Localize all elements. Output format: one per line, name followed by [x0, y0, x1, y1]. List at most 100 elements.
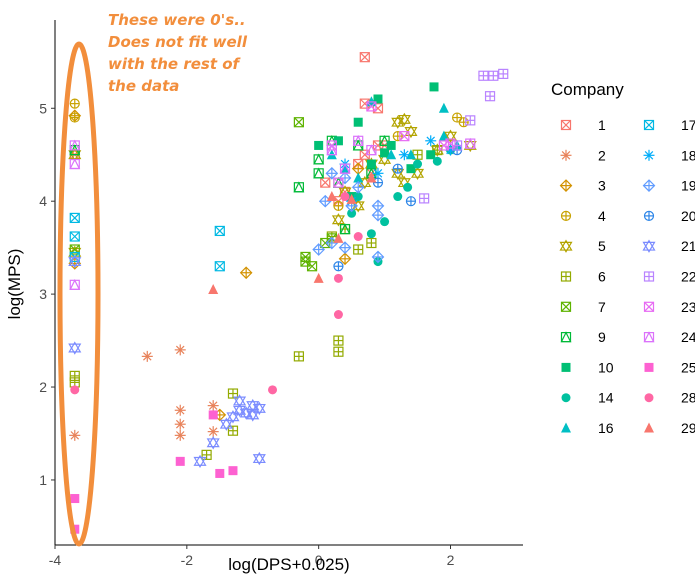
data-point [371, 208, 385, 222]
legend-label: 17 [681, 117, 695, 133]
data-point [208, 283, 219, 294]
data-point [333, 261, 344, 272]
legend-label: 25 [681, 359, 695, 375]
data-point [268, 385, 278, 395]
data-point [386, 140, 396, 150]
data-point [174, 404, 186, 416]
data-point [69, 278, 81, 290]
data-point [333, 346, 344, 357]
x-tick-label: 2 [447, 552, 455, 568]
y-tick-label: 4 [39, 193, 47, 209]
data-point [366, 172, 377, 183]
data-point [366, 159, 376, 169]
legend-marker [560, 149, 572, 161]
legend-marker [643, 331, 655, 343]
data-point [351, 180, 365, 194]
legend-item-14: 14 [561, 390, 614, 406]
data-point [175, 456, 185, 466]
legend-item-2: 2 [560, 147, 606, 163]
data-point [208, 410, 218, 420]
annotation: These were 0's.. Does not fit well with … [57, 11, 248, 547]
data-point [347, 208, 357, 218]
series-21 [68, 254, 266, 469]
legend-item-29: 29 [644, 420, 695, 436]
legend-marker [644, 362, 654, 372]
data-point [141, 350, 153, 362]
legend-marker [642, 179, 656, 192]
data-point [403, 182, 413, 192]
data-point [333, 273, 343, 283]
legend-marker [560, 301, 572, 312]
legend-label: 19 [681, 178, 695, 194]
data-point [498, 68, 509, 79]
series-5 [68, 112, 477, 259]
data-point [313, 167, 325, 179]
data-point [214, 261, 225, 272]
data-point [227, 425, 239, 436]
annotation-line-2: Does not fit well [108, 33, 248, 51]
data-point [365, 144, 377, 156]
data-point [293, 117, 304, 128]
data-point [313, 272, 324, 283]
data-point [68, 254, 82, 269]
y-tick-label: 3 [39, 286, 47, 302]
plot-area [68, 52, 509, 534]
annotation-ellipse [57, 41, 101, 547]
legend-item-5: 5 [559, 238, 606, 254]
legend-marker [643, 149, 655, 161]
data-point [405, 196, 417, 207]
data-point [69, 112, 80, 123]
data-point [366, 229, 376, 239]
data-point [488, 70, 499, 81]
data-point [366, 237, 377, 249]
legend-label: 16 [598, 420, 614, 436]
data-point [69, 231, 80, 242]
data-point [353, 244, 364, 255]
y-tick-label: 1 [39, 472, 47, 488]
data-point [445, 138, 456, 149]
data-point [465, 115, 476, 126]
series-29 [208, 172, 377, 294]
data-point [233, 403, 247, 417]
legend-label: 6 [598, 269, 606, 285]
legend-item-1: 1 [560, 117, 606, 133]
data-point [239, 266, 253, 280]
legend-marker [643, 210, 655, 221]
legend-label: 10 [598, 359, 614, 375]
axes [54, 20, 523, 546]
legend-marker [560, 210, 572, 221]
data-point [246, 408, 260, 422]
data-point [425, 135, 437, 147]
legend-label: 4 [598, 208, 606, 224]
data-point [353, 192, 363, 202]
annotation-line-4: the data [108, 77, 179, 95]
data-point [340, 192, 350, 202]
legend-label: 23 [681, 299, 695, 315]
data-point [174, 418, 186, 430]
data-point [214, 225, 225, 237]
legend-item-19: 19 [642, 178, 695, 194]
data-point [338, 241, 352, 255]
data-point [380, 217, 390, 227]
data-point [338, 252, 352, 266]
data-point [333, 136, 343, 146]
data-point [372, 177, 384, 188]
data-point [352, 134, 364, 146]
series-28 [70, 192, 363, 395]
data-point [392, 131, 403, 142]
legend-marker [561, 422, 571, 433]
legend-item-23: 23 [643, 299, 695, 315]
data-point [426, 150, 436, 160]
legend-item-4: 4 [560, 208, 606, 224]
legend-marker [559, 239, 573, 253]
legend-item-20: 20 [643, 208, 695, 224]
data-point [293, 351, 304, 362]
data-point [219, 417, 233, 431]
data-point [68, 341, 82, 355]
data-point [359, 98, 370, 109]
legend-item-10: 10 [561, 359, 614, 375]
y-tick-label: 2 [39, 379, 47, 395]
y-tick-label: 5 [39, 100, 47, 116]
data-point [300, 251, 311, 263]
data-point [429, 82, 439, 92]
